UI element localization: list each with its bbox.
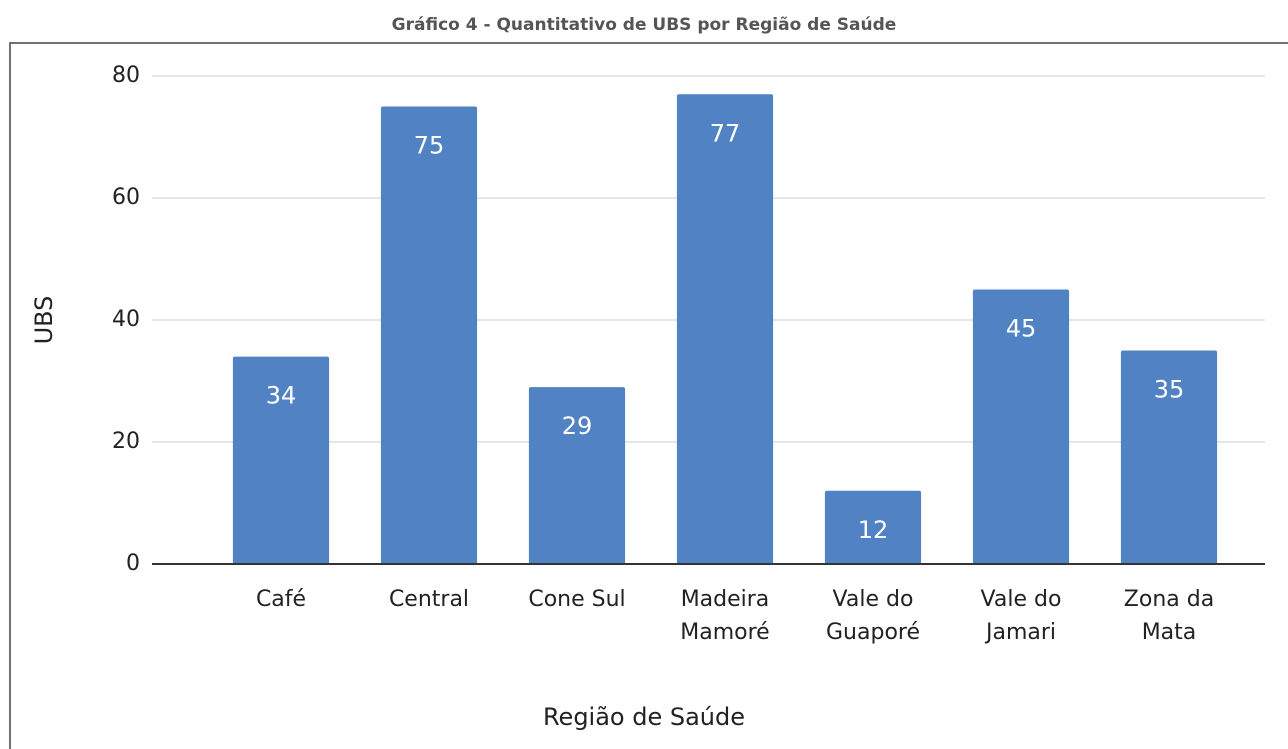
y-tick-label: 40 [112, 307, 140, 332]
x-tick-label: Vale do Jamari [981, 587, 1062, 645]
y-axis-label: UBS [30, 296, 58, 345]
bar [824, 490, 922, 564]
bar [528, 387, 626, 564]
y-tick-label: 0 [126, 551, 140, 576]
frame [9, 42, 1288, 749]
data-label: 34 [266, 382, 297, 410]
x-tick-label: Central [389, 587, 469, 612]
data-label: 45 [1006, 315, 1037, 343]
data-label: 29 [562, 412, 593, 440]
y-tick-label: 80 [112, 63, 140, 88]
y-tick-label: 60 [112, 185, 140, 210]
x-tick-label: Cone Sul [528, 587, 625, 612]
x-tick-label: Madeira Mamoré [680, 587, 769, 645]
chart-title: Gráfico 4 - Quantitativo de UBS por Regi… [392, 15, 897, 35]
bar [380, 106, 478, 564]
data-label: 77 [710, 119, 741, 147]
bar [972, 289, 1070, 564]
x-axis-label: Região de Saúde [543, 703, 745, 731]
x-tick-label: Café [256, 587, 306, 612]
data-label: 35 [1154, 376, 1185, 404]
x-tick-label: Vale do Guaporé [826, 587, 920, 645]
y-tick-label: 20 [112, 429, 140, 454]
bar [676, 94, 774, 565]
bar [1120, 350, 1218, 564]
x-tick-label: Zona da Mata [1124, 587, 1214, 645]
data-label: 75 [414, 132, 445, 160]
data-label: 12 [858, 516, 889, 544]
bar [232, 356, 330, 564]
